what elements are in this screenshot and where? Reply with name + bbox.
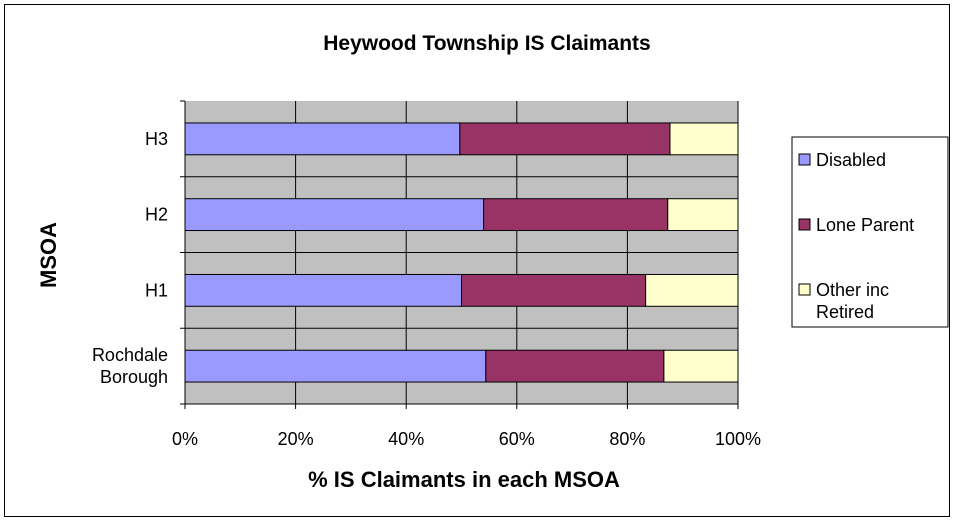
bar-segment-disabled xyxy=(184,122,461,156)
bar-segment-other-inc-retired xyxy=(669,122,739,156)
legend-box xyxy=(791,136,949,328)
plot-area xyxy=(180,100,739,409)
y-tick-label: H3 xyxy=(145,129,168,149)
legend-swatch xyxy=(798,218,811,231)
x-tick-label: 100% xyxy=(715,429,761,449)
chart-title: Heywood Township IS Claimants xyxy=(323,32,650,55)
legend-label: Other inc xyxy=(816,280,889,300)
legend-label: Disabled xyxy=(816,150,886,170)
bar-segment-other-inc-retired xyxy=(663,349,739,383)
x-tick-label: 80% xyxy=(609,429,645,449)
bar-segment-disabled xyxy=(184,349,487,383)
x-tick-label: 0% xyxy=(172,429,198,449)
bar-segment-other-inc-retired xyxy=(667,198,739,232)
bar-segment-lone-parent xyxy=(459,122,671,156)
x-tick-label: 60% xyxy=(499,429,535,449)
y-tick-label: Borough xyxy=(100,367,168,387)
bar-segment-lone-parent xyxy=(461,273,647,307)
x-tick-label: 20% xyxy=(278,429,314,449)
bar-segment-lone-parent xyxy=(483,198,669,232)
legend-swatch xyxy=(798,153,811,166)
bar-segment-lone-parent xyxy=(485,349,665,383)
y-axis-title: MSOA xyxy=(36,222,61,288)
x-tick-label: 40% xyxy=(388,429,424,449)
bar-segment-other-inc-retired xyxy=(645,273,739,307)
legend-label: Retired xyxy=(816,302,874,322)
y-tick-label: H2 xyxy=(145,205,168,225)
x-axis-tick-labels: 0% 20% 40% 60% 80% 100% xyxy=(172,429,761,449)
bar-segment-disabled xyxy=(184,198,485,232)
bar-segment-disabled xyxy=(184,273,462,307)
legend-label: Lone Parent xyxy=(816,215,914,235)
y-tick-label: H1 xyxy=(145,280,168,300)
legend-swatch xyxy=(798,283,811,296)
x-axis-title: % IS Claimants in each MSOA xyxy=(308,467,620,492)
y-tick-label: Rochdale xyxy=(92,345,168,365)
